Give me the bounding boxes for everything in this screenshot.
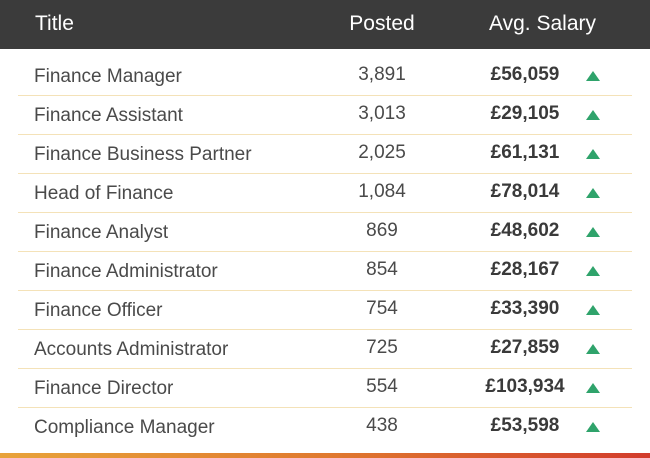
avg-salary-cell: £27,859: [490, 337, 560, 358]
job-title-cell: Finance Analyst: [34, 222, 169, 243]
up-arrow-icon: [586, 305, 600, 315]
up-arrow-icon: [586, 266, 600, 276]
posted-count-cell: 3,891: [358, 64, 406, 85]
up-arrow-icon: [586, 383, 600, 393]
up-arrow-icon: [586, 344, 600, 354]
posted-count-cell: 3,013: [358, 103, 406, 124]
table-row[interactable]: Finance Administrator 854 £28,167: [18, 252, 632, 291]
table-row[interactable]: Finance Officer 754 £33,390: [18, 291, 632, 330]
table-row[interactable]: Finance Assistant 3,013 £29,105: [18, 96, 632, 135]
table-row[interactable]: Finance Director 554 £103,934: [18, 369, 632, 408]
job-title-cell: Head of Finance: [34, 183, 174, 204]
job-title-cell: Finance Director: [34, 378, 174, 399]
posted-count-cell: 725: [366, 337, 398, 358]
up-arrow-icon: [586, 422, 600, 432]
up-arrow-icon: [586, 110, 600, 120]
column-header-avg-salary[interactable]: Avg. Salary: [489, 12, 596, 35]
avg-salary-cell: £61,131: [490, 142, 560, 163]
salary-table-body: Finance Manager 3,891 £56,059 Finance As…: [0, 57, 650, 447]
posted-count-cell: 854: [366, 259, 398, 280]
job-title-cell: Finance Manager: [34, 66, 182, 87]
table-row[interactable]: Finance Business Partner 2,025 £61,131: [18, 135, 632, 174]
table-row[interactable]: Accounts Administrator 725 £27,859: [18, 330, 632, 369]
posted-count-cell: 1,084: [358, 181, 406, 202]
avg-salary-cell: £53,598: [490, 415, 560, 436]
table-row[interactable]: Finance Manager 3,891 £56,059: [18, 57, 632, 96]
job-title-cell: Finance Business Partner: [34, 144, 252, 165]
column-header-title[interactable]: Title: [35, 12, 74, 35]
table-header: Title Posted Avg. Salary: [0, 0, 650, 49]
posted-count-cell: 869: [366, 220, 398, 241]
posted-count-cell: 754: [366, 298, 398, 319]
avg-salary-cell: £29,105: [490, 103, 560, 124]
table-row[interactable]: Head of Finance 1,084 £78,014: [18, 174, 632, 213]
avg-salary-cell: £103,934: [485, 376, 565, 397]
job-title-cell: Finance Officer: [34, 300, 163, 321]
job-title-cell: Accounts Administrator: [34, 339, 229, 360]
posted-count-cell: 554: [366, 376, 398, 397]
job-title-cell: Finance Administrator: [34, 261, 218, 282]
up-arrow-icon: [586, 149, 600, 159]
column-header-posted[interactable]: Posted: [349, 12, 415, 35]
job-title-cell: Compliance Manager: [34, 417, 215, 438]
posted-count-cell: 2,025: [358, 142, 406, 163]
job-title-cell: Finance Assistant: [34, 105, 183, 126]
table-row[interactable]: Finance Analyst 869 £48,602: [18, 213, 632, 252]
up-arrow-icon: [586, 188, 600, 198]
posted-count-cell: 438: [366, 415, 398, 436]
up-arrow-icon: [586, 227, 600, 237]
table-row[interactable]: Compliance Manager 438 £53,598: [18, 408, 632, 447]
avg-salary-cell: £78,014: [490, 181, 560, 202]
up-arrow-icon: [586, 71, 600, 81]
avg-salary-cell: £28,167: [490, 259, 560, 280]
accent-gradient-bar: [0, 453, 650, 458]
avg-salary-cell: £33,390: [490, 298, 560, 319]
avg-salary-cell: £56,059: [490, 64, 560, 85]
avg-salary-cell: £48,602: [490, 220, 560, 241]
